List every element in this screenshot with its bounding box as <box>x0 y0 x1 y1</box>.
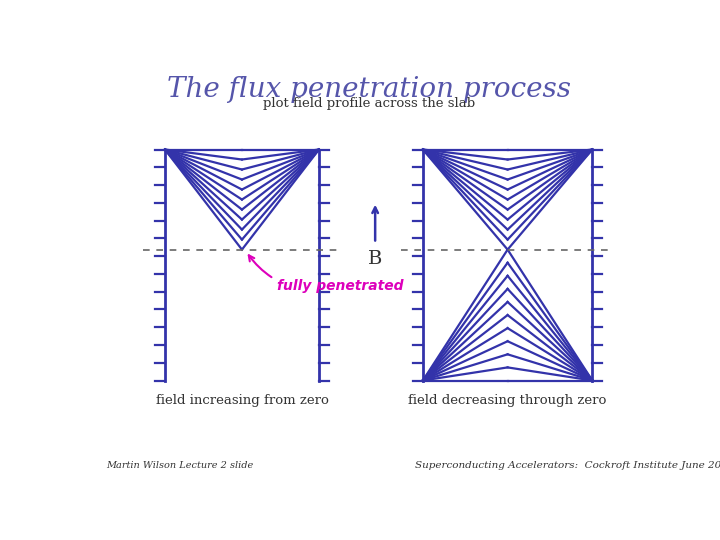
Text: fully penetrated: fully penetrated <box>249 255 403 293</box>
Text: The flux penetration process: The flux penetration process <box>167 76 571 103</box>
Text: Martin Wilson Lecture 2 slide: Martin Wilson Lecture 2 slide <box>106 461 253 470</box>
Text: field decreasing through zero: field decreasing through zero <box>408 394 607 407</box>
Text: plot field profile across the slab: plot field profile across the slab <box>263 97 475 110</box>
Text: Superconducting Accelerators:  Cockroft Institute June 2006: Superconducting Accelerators: Cockroft I… <box>415 461 720 470</box>
Text: B: B <box>368 249 382 268</box>
Text: field increasing from zero: field increasing from zero <box>156 394 328 407</box>
